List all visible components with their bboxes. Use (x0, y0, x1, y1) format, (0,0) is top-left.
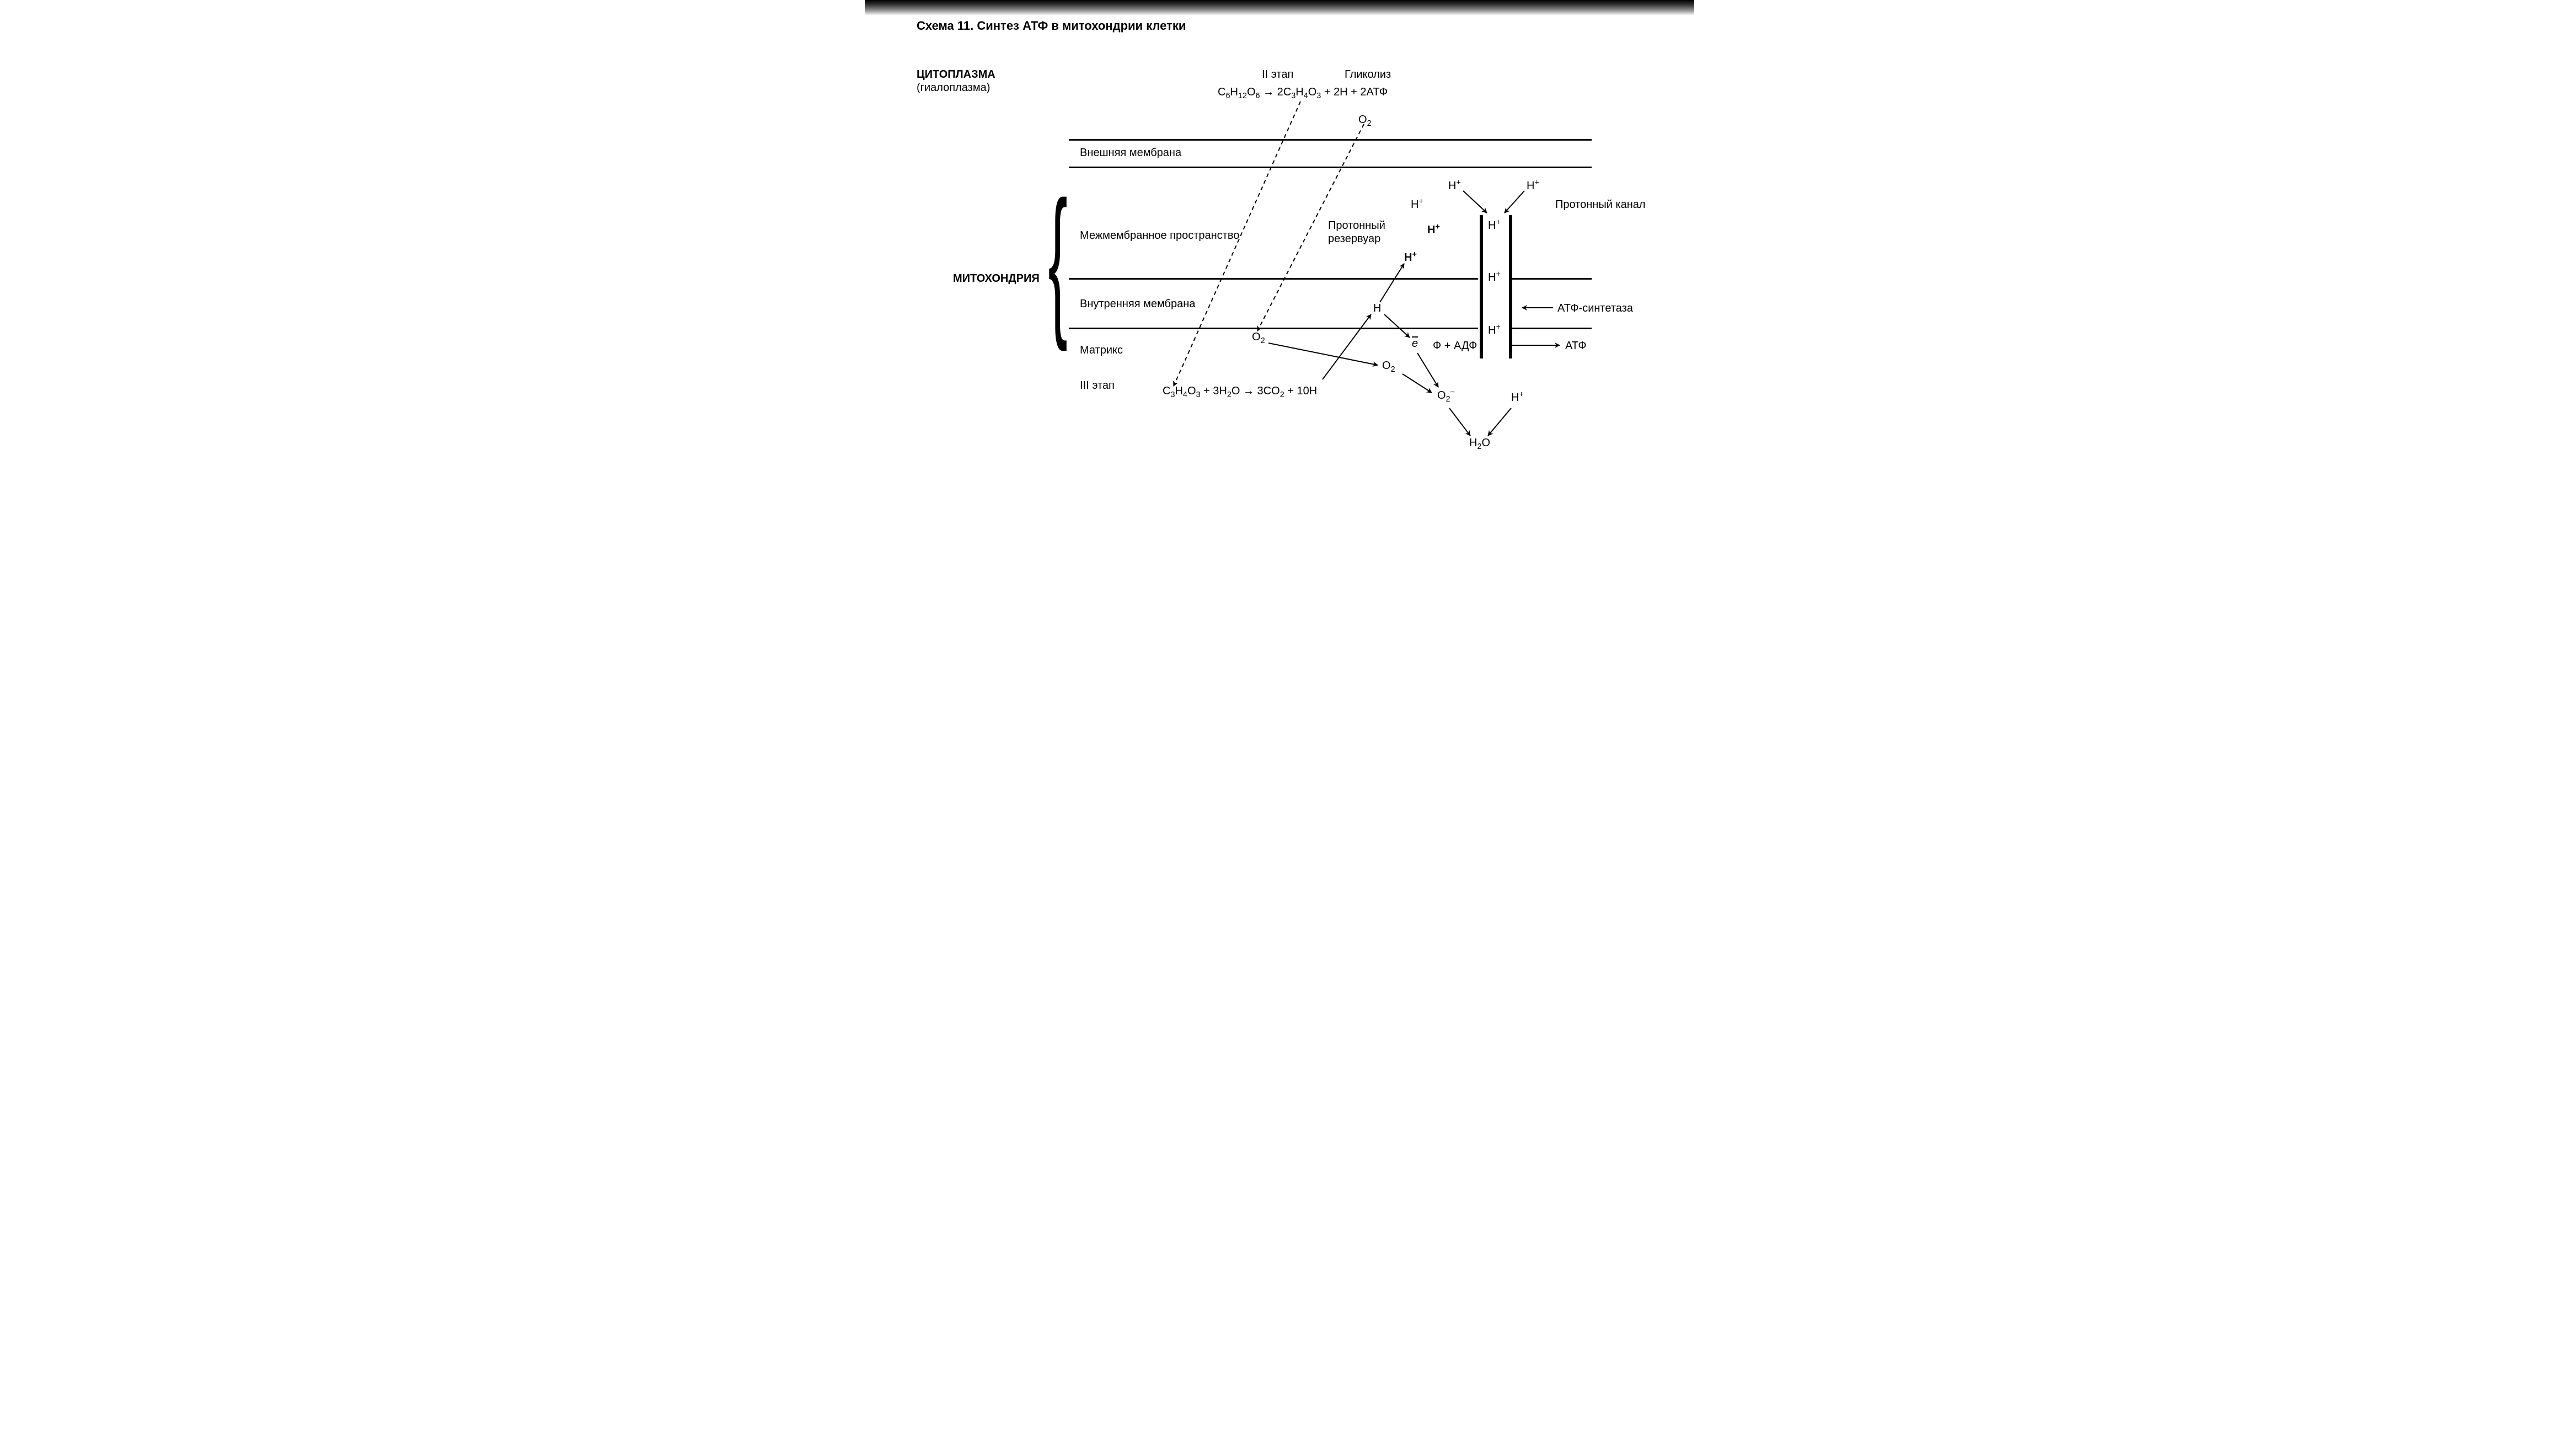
O2-to-O2split (1268, 343, 1378, 365)
ebar-to-O2minus (1417, 353, 1438, 387)
dashed-o2-to-inner (1257, 124, 1364, 331)
O2minus-to-H2O (1449, 408, 1470, 436)
10H-to-H (1323, 314, 1371, 379)
O2split-to-O2minus (1402, 374, 1432, 393)
Hplus-bottom-to-H2O (1488, 408, 1511, 436)
arrows-layer (865, 0, 1694, 499)
dashed-pyruvate-to-matrix (1174, 101, 1300, 386)
diagram-root: Схема 11. Синтез АТФ в митохондрии клетк… (865, 0, 1694, 499)
H-to-Hplus-up (1380, 264, 1404, 302)
H-to-ebar (1384, 314, 1410, 338)
Hplus-right-into-channel (1505, 191, 1524, 213)
Hplus-left-into-channel (1463, 191, 1487, 213)
